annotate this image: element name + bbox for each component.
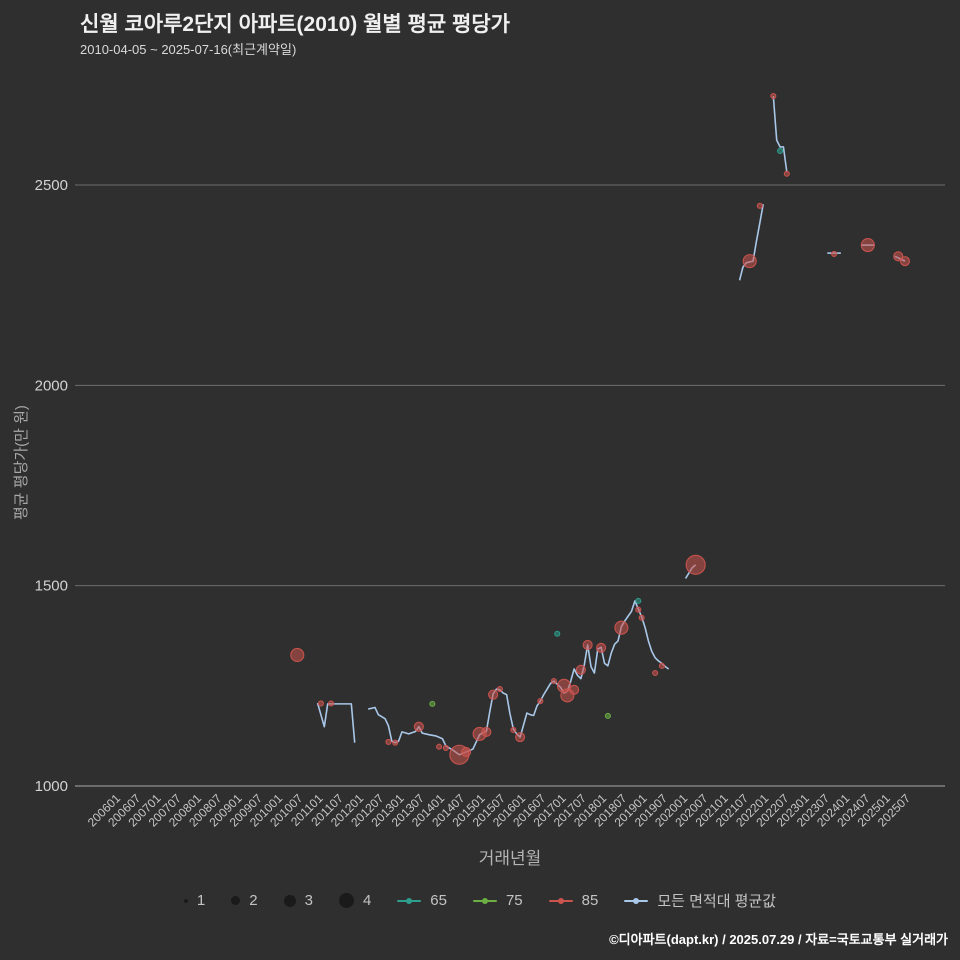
size-dot-icon <box>338 893 354 908</box>
data-point-85 <box>756 202 763 209</box>
data-point-85 <box>392 739 399 746</box>
legend-series-label: 65 <box>430 892 447 909</box>
data-point-65 <box>554 630 561 637</box>
data-point-85 <box>658 662 665 669</box>
legend-series-item-75: 75 <box>472 892 523 909</box>
data-point-85 <box>569 684 580 695</box>
data-point-85 <box>831 250 838 257</box>
data-point-85 <box>770 92 777 100</box>
data-point-85 <box>537 698 544 705</box>
x-axis-label: 거래년월 <box>478 849 542 868</box>
data-point-85 <box>893 251 904 262</box>
legend-series-label: 85 <box>581 892 599 909</box>
size-dot-icon <box>283 894 296 907</box>
data-point-85 <box>614 620 629 635</box>
data-point-85 <box>317 700 324 707</box>
data-point-75 <box>429 700 436 707</box>
legend-size-label: 2 <box>249 892 258 909</box>
average-line <box>368 600 670 756</box>
data-point-85 <box>685 554 706 575</box>
legend-size-item-4: 4 <box>338 892 372 909</box>
legend-series-item-85: 85 <box>548 892 599 909</box>
y-tick-label: 1500 <box>35 578 68 595</box>
legend-size-item-2: 2 <box>231 892 258 909</box>
legend-size-label: 1 <box>196 892 206 909</box>
legend-size-item-1: 1 <box>183 892 206 909</box>
legend-size-label: 3 <box>304 892 313 909</box>
data-point-85 <box>582 639 593 651</box>
size-dot-icon <box>231 896 241 905</box>
chart-title: 신월 코아루2단지 아파트(2010) 월별 평균 평당가 <box>80 13 510 36</box>
data-point-85 <box>860 238 875 253</box>
data-point-85 <box>899 256 911 267</box>
data-point-85 <box>635 606 642 613</box>
data-point-85 <box>290 647 305 663</box>
legend-series-item-모든 면적대 평균값: 모든 면적대 평균값 <box>624 890 776 911</box>
data-point-85 <box>515 732 526 743</box>
data-point-85 <box>638 614 645 621</box>
y-tick-label: 2000 <box>35 377 68 394</box>
series-marker-icon <box>624 897 649 904</box>
average-line <box>772 95 788 173</box>
legend-series-label: 75 <box>505 892 523 909</box>
y-tick-label: 2500 <box>35 177 68 194</box>
data-point-85 <box>481 726 492 737</box>
data-point-75 <box>604 712 611 719</box>
data-point-85 <box>652 669 659 677</box>
data-point-85 <box>596 642 607 653</box>
data-point-85 <box>575 664 586 675</box>
legend-size-label: 4 <box>362 892 372 909</box>
average-line <box>316 702 356 743</box>
footer-credit: ©디아파트(dapt.kr) / 2025.07.29 / 자료=국토교통부 실… <box>609 932 948 947</box>
chart-subtitle: 2010-04-05 ~ 2025-07-16(최근계약일) <box>80 42 297 57</box>
data-point-85 <box>436 743 443 750</box>
data-point-85 <box>328 700 335 707</box>
data-point-85 <box>742 254 757 269</box>
data-point-85 <box>385 738 392 745</box>
average-line <box>738 204 764 281</box>
size-dot-icon <box>183 898 188 903</box>
series-marker-icon <box>397 897 422 904</box>
legend-series-item-65: 65 <box>397 892 447 909</box>
data-point-85 <box>783 170 790 177</box>
data-point-85 <box>496 685 503 693</box>
data-point-65 <box>635 597 642 604</box>
legend: 1 2 3 4 65 75 85 모든 면적대 평균값 <box>0 890 960 911</box>
series-marker-icon <box>472 897 497 904</box>
data-point-85 <box>550 677 557 685</box>
legend-series-label: 모든 면적대 평균값 <box>657 893 777 910</box>
data-point-85 <box>413 721 424 732</box>
data-point-85 <box>442 744 449 751</box>
data-point-85 <box>488 689 499 700</box>
legend-size-item-3: 3 <box>283 892 313 909</box>
data-point-85 <box>510 726 517 733</box>
y-tick-label: 1000 <box>35 778 68 795</box>
series-marker-icon <box>548 897 573 904</box>
data-point-85 <box>461 746 472 757</box>
data-point-65 <box>777 147 784 154</box>
